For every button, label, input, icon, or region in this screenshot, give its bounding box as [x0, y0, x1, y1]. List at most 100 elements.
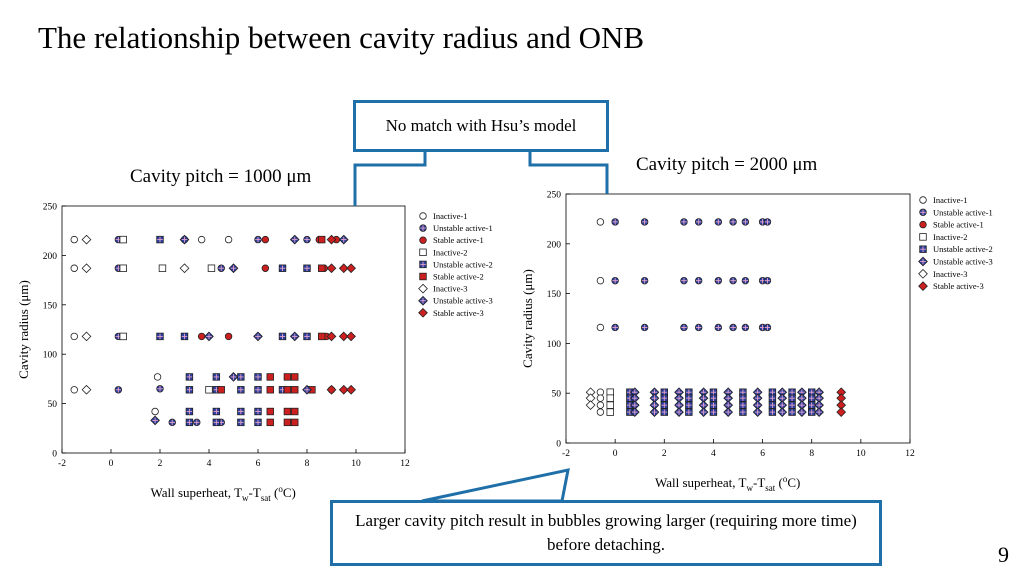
left-point: [212, 418, 221, 427]
left-point: [204, 331, 214, 342]
right-point: [596, 218, 605, 226]
left-legend-label: Inactive-1: [433, 211, 467, 221]
right-legend-marker: [919, 208, 927, 216]
right-legend-marker: [918, 281, 928, 291]
right-legend-marker: [919, 220, 927, 229]
right-point: [709, 408, 718, 416]
right-legend-marker: [918, 256, 928, 267]
left-point: [317, 264, 326, 272]
left-point: [289, 234, 300, 245]
left-legend-marker: [418, 307, 428, 318]
left-point: [254, 386, 262, 394]
right-point: [611, 323, 619, 332]
left-point: [197, 235, 206, 244]
right-point: [694, 323, 703, 332]
right-point: [797, 407, 807, 417]
left-point: [217, 386, 225, 394]
right-point: [729, 218, 737, 226]
left-point: [254, 407, 262, 416]
right-point: [763, 218, 772, 226]
right-y-axis-label: Cavity radius (μm): [520, 269, 535, 368]
right-point: [777, 407, 788, 417]
right-point: [808, 408, 816, 416]
left-x-tick-label: 10: [351, 459, 361, 469]
right-point: [649, 407, 660, 417]
left-point: [278, 264, 287, 272]
left-point: [266, 407, 274, 416]
right-point: [680, 276, 688, 285]
right-point: [836, 407, 847, 417]
left-legend-label: Inactive-2: [433, 247, 467, 257]
right-point: [629, 407, 640, 417]
left-point: [185, 418, 194, 427]
right-y-tick-label: 150: [547, 290, 562, 300]
right-legend-marker: [919, 245, 927, 253]
page-number: 9: [998, 542, 1009, 567]
right-point: [606, 394, 614, 402]
right-point: [768, 394, 777, 402]
right-point: [660, 401, 668, 409]
left-x-tick-label: 8: [305, 459, 310, 469]
right-point: [808, 394, 816, 402]
left-point: [114, 386, 123, 394]
right-point: [739, 394, 747, 402]
left-x-tick-label: 4: [207, 459, 212, 469]
callout-no-match-text: No match with Hsu’s model: [385, 116, 577, 135]
left-point: [156, 332, 164, 341]
left-point: [338, 331, 349, 342]
right-point: [763, 276, 772, 285]
right-y-tick-label: 100: [547, 340, 562, 350]
right-point: [729, 323, 737, 332]
left-point: [326, 234, 337, 245]
right-point: [741, 276, 750, 285]
left-x-axis-label: Wall superheat, Tw-Tsat (oC): [151, 484, 296, 503]
left-point: [317, 235, 326, 244]
right-point: [739, 401, 747, 409]
callout-no-match: No match with Hsu’s model: [353, 100, 609, 152]
left-legend-label: Inactive-3: [433, 284, 467, 294]
left-legend-label: Stable active-1: [433, 235, 484, 245]
right-legend-label: Unstable active-3: [933, 257, 993, 267]
left-point: [224, 332, 233, 341]
left-point: [180, 332, 189, 341]
left-point: [291, 418, 299, 427]
left-point: [283, 407, 292, 416]
left-point: [302, 384, 312, 395]
left-point: [237, 373, 245, 381]
left-point: [254, 373, 262, 381]
left-legend-marker: [419, 236, 427, 244]
left-point: [151, 407, 159, 416]
right-point: [741, 218, 750, 226]
left-point: [205, 386, 213, 394]
right-point: [606, 408, 614, 416]
right-point: [606, 401, 614, 409]
right-x-axis-label: Wall superheat, Tw-Tsat (oC): [655, 474, 800, 493]
right-y-tick-label: 200: [547, 240, 562, 250]
left-point: [156, 385, 164, 393]
right-point: [629, 387, 640, 398]
left-y-axis-label: Cavity radius (μm): [16, 280, 31, 379]
left-point: [179, 234, 190, 245]
left-point: [338, 384, 349, 395]
left-x-tick-label: 6: [256, 459, 261, 469]
left-point: [326, 263, 337, 274]
left-point: [179, 263, 190, 274]
left-point: [317, 332, 326, 341]
right-legend-label: Unstable active-1: [933, 207, 993, 217]
left-point: [207, 264, 216, 272]
right-point: [660, 388, 668, 396]
left-legend-label: Unstable active-1: [433, 223, 493, 233]
left-point: [346, 263, 356, 274]
right-point: [709, 401, 718, 409]
left-plot-frame: [61, 205, 406, 454]
left-point: [283, 386, 292, 394]
right-point: [814, 407, 824, 417]
left-y-tick-label: 150: [43, 301, 58, 311]
left-point: [326, 331, 337, 342]
left-legend-marker: [419, 260, 427, 269]
left-point: [153, 373, 162, 381]
right-point: [674, 407, 684, 417]
cavity-pitch-right: Cavity pitch = 2000 μm: [636, 154, 818, 175]
left-point: [81, 331, 92, 342]
